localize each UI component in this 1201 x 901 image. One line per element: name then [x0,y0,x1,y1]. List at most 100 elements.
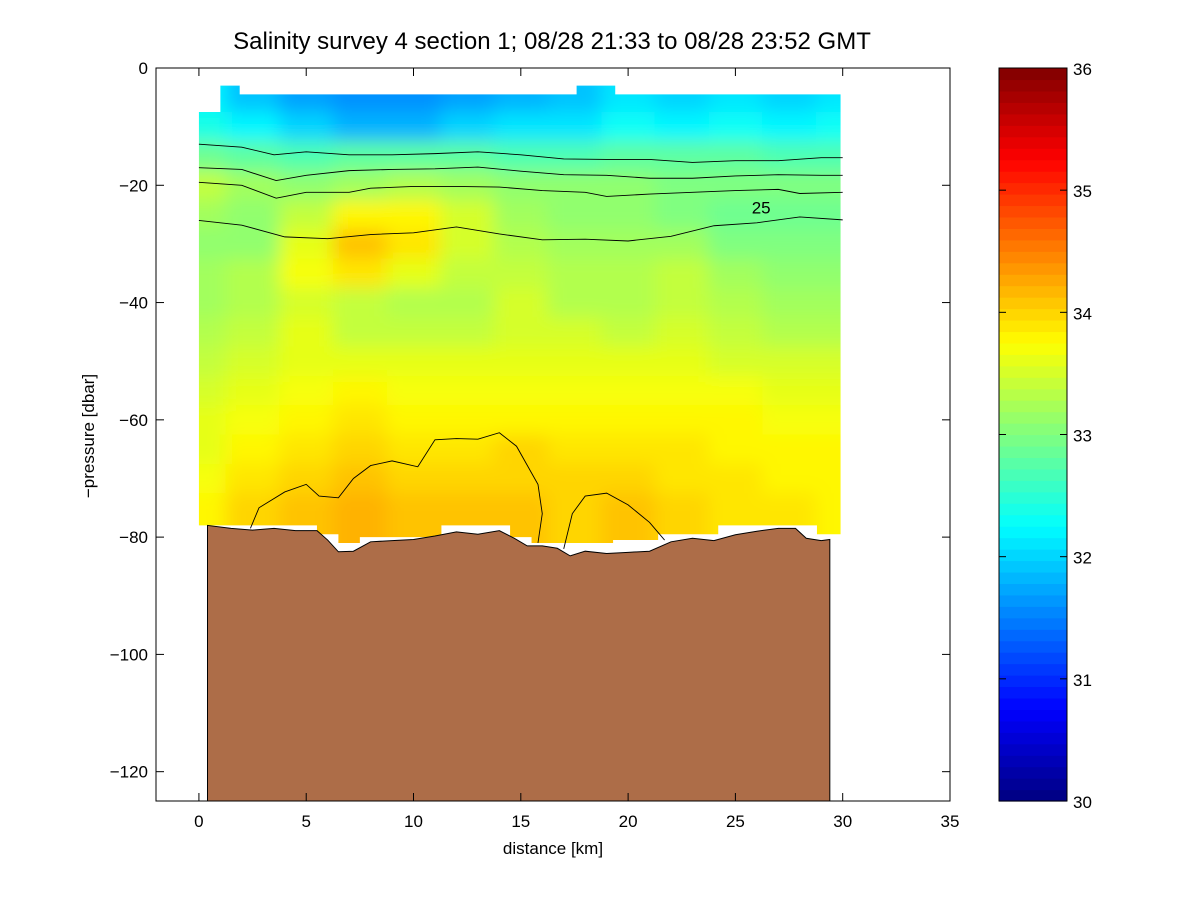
x-tick-label: 35 [941,812,960,831]
colorbar-band [999,285,1067,298]
x-tick-label: 10 [404,812,423,831]
colorbar-band [999,68,1067,81]
salinity-cell [225,170,280,201]
salinity-cell [386,141,441,172]
salinity-cell [654,229,710,260]
colorbar-band [999,216,1067,229]
colorbar-band [999,445,1067,459]
salinity-cell [654,405,710,435]
colorbar-band [999,789,1067,802]
salinity-cell [333,463,388,494]
salinity-cell [547,111,602,142]
salinity-cell [333,375,388,406]
salinity-cell [762,170,817,201]
salinity-cell [279,199,334,230]
salinity-cell [547,199,602,230]
colorbar-tick-label: 36 [1073,60,1092,79]
salinity-cell [386,463,441,494]
y-tick-label: 0 [139,59,148,78]
colorbar-band [999,159,1067,172]
colorbar-band [999,571,1067,584]
colorbar-band [999,743,1067,756]
colorbar-band [999,274,1067,287]
salinity-cell [654,346,710,377]
colorbar-band [999,388,1067,401]
salinity-cell [386,375,441,406]
contour-line [198,216,843,242]
salinity-cell [601,463,656,494]
colorbar-band [999,205,1067,218]
salinity-cell [198,375,227,406]
salinity-cell [440,375,495,406]
salinity-cell [708,111,763,142]
colorbar-band [999,354,1067,367]
salinity-cell [547,375,602,406]
salinity-cell [601,405,656,435]
contour-line [198,143,843,163]
salinity-cell [440,229,495,260]
colorbar-band [999,617,1067,630]
salinity-cell [601,346,656,377]
salinity-cell [386,287,441,318]
salinity-cell [762,258,817,289]
salinity-cell [708,375,763,406]
salinity-cell [493,170,549,201]
salinity-cell [654,141,710,172]
colorbar-band [999,732,1067,745]
salinity-cell [386,405,441,435]
salinity-cell [708,287,763,318]
colorbar-band [999,491,1067,504]
salinity-cell [198,463,227,494]
y-tick-label: −100 [110,645,148,664]
colorbar-band [999,423,1067,436]
salinity-cell [762,111,817,142]
salinity-cell [225,199,280,230]
salinity-cell [654,199,710,230]
colorbar-band [999,251,1067,264]
salinity-cell [815,111,841,142]
salinity-cell [654,434,710,465]
salinity-cell [815,405,841,435]
salinity-cell [225,434,280,465]
salinity-cell [333,346,388,377]
colorbar-band [999,663,1067,676]
colorbar-band [999,778,1067,791]
salinity-cell [654,111,710,142]
colorbar-band [999,90,1067,103]
salinity-cell [333,170,388,201]
salinity-cell [601,258,656,289]
salinity-cell [708,405,763,435]
salinity-cell [654,375,710,406]
salinity-cell [333,434,388,465]
salinity-cell [601,317,656,348]
salinity-cell [279,405,334,435]
colorbar-band [999,503,1067,516]
salinity-cell [601,375,656,406]
salinity-cell [333,493,388,523]
colorbar-band [999,594,1067,607]
salinity-cell [198,199,227,230]
salinity-cell [547,229,602,260]
salinity-cell [493,199,549,230]
salinity-cell [708,346,763,377]
salinity-cell [708,141,763,172]
salinity-cell [601,434,656,465]
colorbar: 30 31 32 33 34 35 36 [998,60,1092,812]
colorbar-band [999,583,1067,596]
y-tick-label: −60 [119,411,148,430]
contour-line [198,166,843,182]
salinity-cell [198,405,227,435]
y-tick-label: −120 [110,763,148,782]
chart-title: Salinity survey 4 section 1; 08/28 21:33… [233,28,871,55]
salinity-cell [654,170,710,201]
colorbar-band [999,79,1067,92]
colorbar-band [999,537,1067,550]
colorbar-band [999,755,1067,768]
colorbar-band [999,766,1067,779]
colorbar-tick-label: 34 [1073,304,1092,323]
salinity-cell [333,111,388,142]
x-axis-label: distance [km] [503,839,603,858]
salinity-cell [440,141,495,172]
salinity-cell [601,111,656,142]
salinity-cell [198,111,227,142]
